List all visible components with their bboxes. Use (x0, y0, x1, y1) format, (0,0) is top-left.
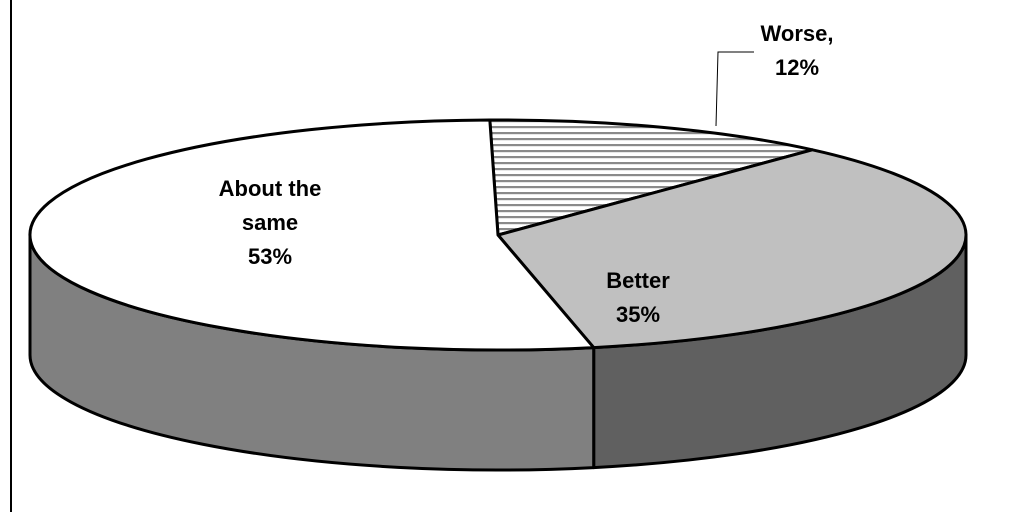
pie-slices (28, 118, 968, 352)
data-label-worse: Worse, 12% (761, 21, 834, 80)
data-label-better: Better 35% (606, 268, 670, 327)
pie-sides (28, 233, 968, 472)
pie-slice-about-the-same (28, 118, 596, 352)
pie-slice-worse (488, 118, 814, 237)
frame-left-border (10, 0, 12, 512)
data-label-about-the-same: About the same 53% (219, 176, 322, 269)
pie-slice-better (496, 148, 968, 350)
pie-labels: Worse, 12% Better 35% About the same 53% (219, 21, 834, 327)
leader-line (715, 51, 754, 127)
